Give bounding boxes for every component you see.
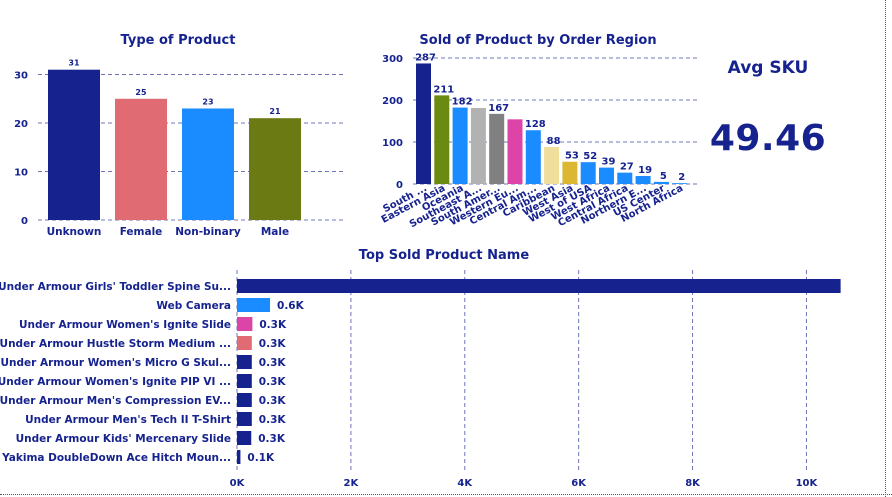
data-label: 19 <box>638 165 652 176</box>
data-label: 0.3K <box>259 395 287 407</box>
bar <box>182 108 234 220</box>
x-tick-label: Female <box>120 226 163 238</box>
data-label: 53 <box>565 151 579 162</box>
data-label: 27 <box>620 162 634 173</box>
bar <box>237 279 841 293</box>
data-label: 21 <box>269 107 281 116</box>
frame-bottom-border <box>0 494 892 495</box>
data-label: 0.3K <box>259 376 287 388</box>
bar <box>249 118 301 220</box>
data-label: 25 <box>135 88 147 97</box>
bar <box>237 374 252 388</box>
bar <box>544 147 560 184</box>
data-label: 167 <box>488 103 509 114</box>
bar <box>237 336 252 350</box>
y-tick-label: 100 <box>382 138 403 149</box>
y-tick-label: Under Armour Hustle Storm Medium ... <box>0 338 231 350</box>
chart-title: Sold of Product by Order Region <box>419 33 656 48</box>
data-label: 0.6K <box>277 300 305 312</box>
data-label: 0.1K <box>247 452 275 464</box>
data-label: 52 <box>583 151 597 162</box>
data-label: 2 <box>678 172 685 183</box>
data-label: 211 <box>433 84 454 95</box>
data-label: 182 <box>452 97 473 108</box>
x-tick-label: Male <box>261 226 289 238</box>
bar <box>237 355 252 369</box>
bar <box>115 98 167 220</box>
y-tick-label: 10 <box>14 168 28 179</box>
x-tick-label: Non-binary <box>175 226 241 238</box>
bar <box>237 317 253 331</box>
bar <box>653 181 669 184</box>
y-tick-label: 0 <box>21 216 28 227</box>
y-tick-label: Under Armour Girls' Toddler Spine Su... <box>0 281 231 293</box>
bar <box>672 183 688 184</box>
y-tick-label: 30 <box>14 71 28 82</box>
x-tick-label: Unknown <box>47 226 102 238</box>
data-label: 0.3K <box>259 414 287 426</box>
bar <box>525 130 541 184</box>
bar <box>237 412 252 426</box>
data-label: 287 <box>415 52 436 63</box>
chart-title: Top Sold Product Name <box>359 248 530 263</box>
y-tick-label: Under Armour Women's Ignite PIP VI ... <box>0 376 231 388</box>
data-label: 0.3K <box>258 433 286 445</box>
y-tick-label: Under Armour Kids' Mercenary Slide <box>16 433 231 445</box>
data-label: 39 <box>602 157 616 168</box>
bar <box>452 107 468 184</box>
x-tick-label: 6K <box>571 478 587 489</box>
bar <box>507 119 523 184</box>
bar <box>489 113 505 184</box>
bar <box>237 431 252 445</box>
y-tick-label: Under Armour Men's Tech II T-Shirt <box>25 414 231 426</box>
x-tick-label: 8K <box>685 478 701 489</box>
bar <box>237 298 271 312</box>
y-tick-label: Under Armour Men's Compression EV... <box>0 395 231 407</box>
y-tick-label: 200 <box>382 96 403 107</box>
x-tick-label: 2K <box>344 478 360 489</box>
y-tick-label: 0 <box>396 180 403 191</box>
bar <box>599 167 614 184</box>
data-label: 23 <box>202 97 213 106</box>
y-tick-label: Under Armour Women's Micro G Skul... <box>1 357 232 369</box>
data-label: 0.3K <box>259 357 287 369</box>
data-label: 0.3K <box>259 319 287 331</box>
data-label: 0.3K <box>259 338 287 350</box>
bar <box>635 176 651 184</box>
bar <box>416 63 431 184</box>
y-tick-label: 20 <box>14 119 28 130</box>
avg-sku-title: Avg SKU <box>727 58 809 78</box>
data-label: 88 <box>547 136 561 147</box>
frame-right-border <box>885 0 886 497</box>
x-tick-label: 10K <box>796 478 819 489</box>
bar <box>470 107 486 184</box>
type-of-product-chart: Type of Product 0 10 20 30 31 Unknown 25 Female 2… <box>14 33 343 238</box>
chart-title: Type of Product <box>121 33 236 48</box>
bar <box>237 450 241 464</box>
bar <box>237 393 252 407</box>
avg-sku-value: 49.46 <box>709 118 827 159</box>
bar <box>617 172 633 184</box>
y-tick-label: Web Camera <box>156 300 231 312</box>
x-tick-label: 4K <box>457 478 473 489</box>
bar <box>562 161 578 184</box>
data-label: 5 <box>660 171 667 182</box>
top-sold-product-chart: Top Sold Product Name 0K 2K 4K 6K 8K 10K Under … <box>0 248 841 489</box>
bar <box>580 162 596 184</box>
bar <box>48 69 100 221</box>
data-label: 128 <box>525 119 546 130</box>
y-tick-label: Yakima DoubleDown Ace Hitch Moun... <box>1 452 231 464</box>
data-label: 31 <box>68 59 80 68</box>
sold-by-region-chart: Sold of Product by Order Region 0 100 200 30… <box>380 33 698 230</box>
bar <box>434 95 450 184</box>
y-tick-label: Under Armour Women's Ignite Slide <box>19 319 231 331</box>
y-tick-label: 300 <box>382 54 403 65</box>
x-tick-label: 0K <box>230 478 246 489</box>
